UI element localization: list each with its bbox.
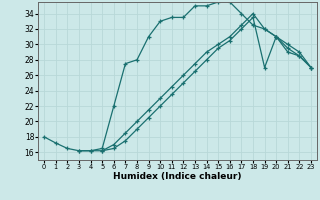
X-axis label: Humidex (Indice chaleur): Humidex (Indice chaleur): [113, 172, 242, 181]
